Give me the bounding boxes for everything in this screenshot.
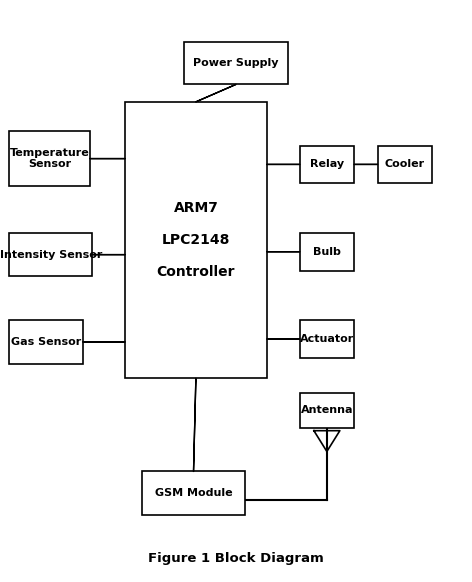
Bar — [9, 131, 90, 186]
Text: Gas Sensor: Gas Sensor — [11, 337, 81, 347]
Bar — [9, 233, 92, 276]
Text: Actuator: Actuator — [300, 334, 354, 344]
Text: Antenna: Antenna — [301, 405, 353, 416]
Text: Intensity Sensor: Intensity Sensor — [0, 250, 102, 260]
Text: Cooler: Cooler — [385, 159, 425, 169]
Text: GSM Module: GSM Module — [155, 488, 232, 498]
Bar — [142, 471, 245, 515]
Text: Relay: Relay — [310, 159, 344, 169]
Bar — [184, 42, 288, 84]
Text: Figure 1 Block Diagram: Figure 1 Block Diagram — [148, 552, 324, 565]
Text: Bulb: Bulb — [313, 247, 341, 257]
Bar — [300, 320, 354, 358]
Bar — [125, 102, 267, 378]
Bar — [9, 320, 83, 364]
Text: ARM7

LPC2148

Controller: ARM7 LPC2148 Controller — [157, 201, 235, 279]
Bar — [300, 146, 354, 183]
Bar — [300, 233, 354, 271]
Text: Temperature
Sensor: Temperature Sensor — [10, 148, 89, 169]
Text: Power Supply: Power Supply — [193, 58, 279, 69]
Bar — [378, 146, 432, 183]
Bar — [300, 393, 354, 428]
